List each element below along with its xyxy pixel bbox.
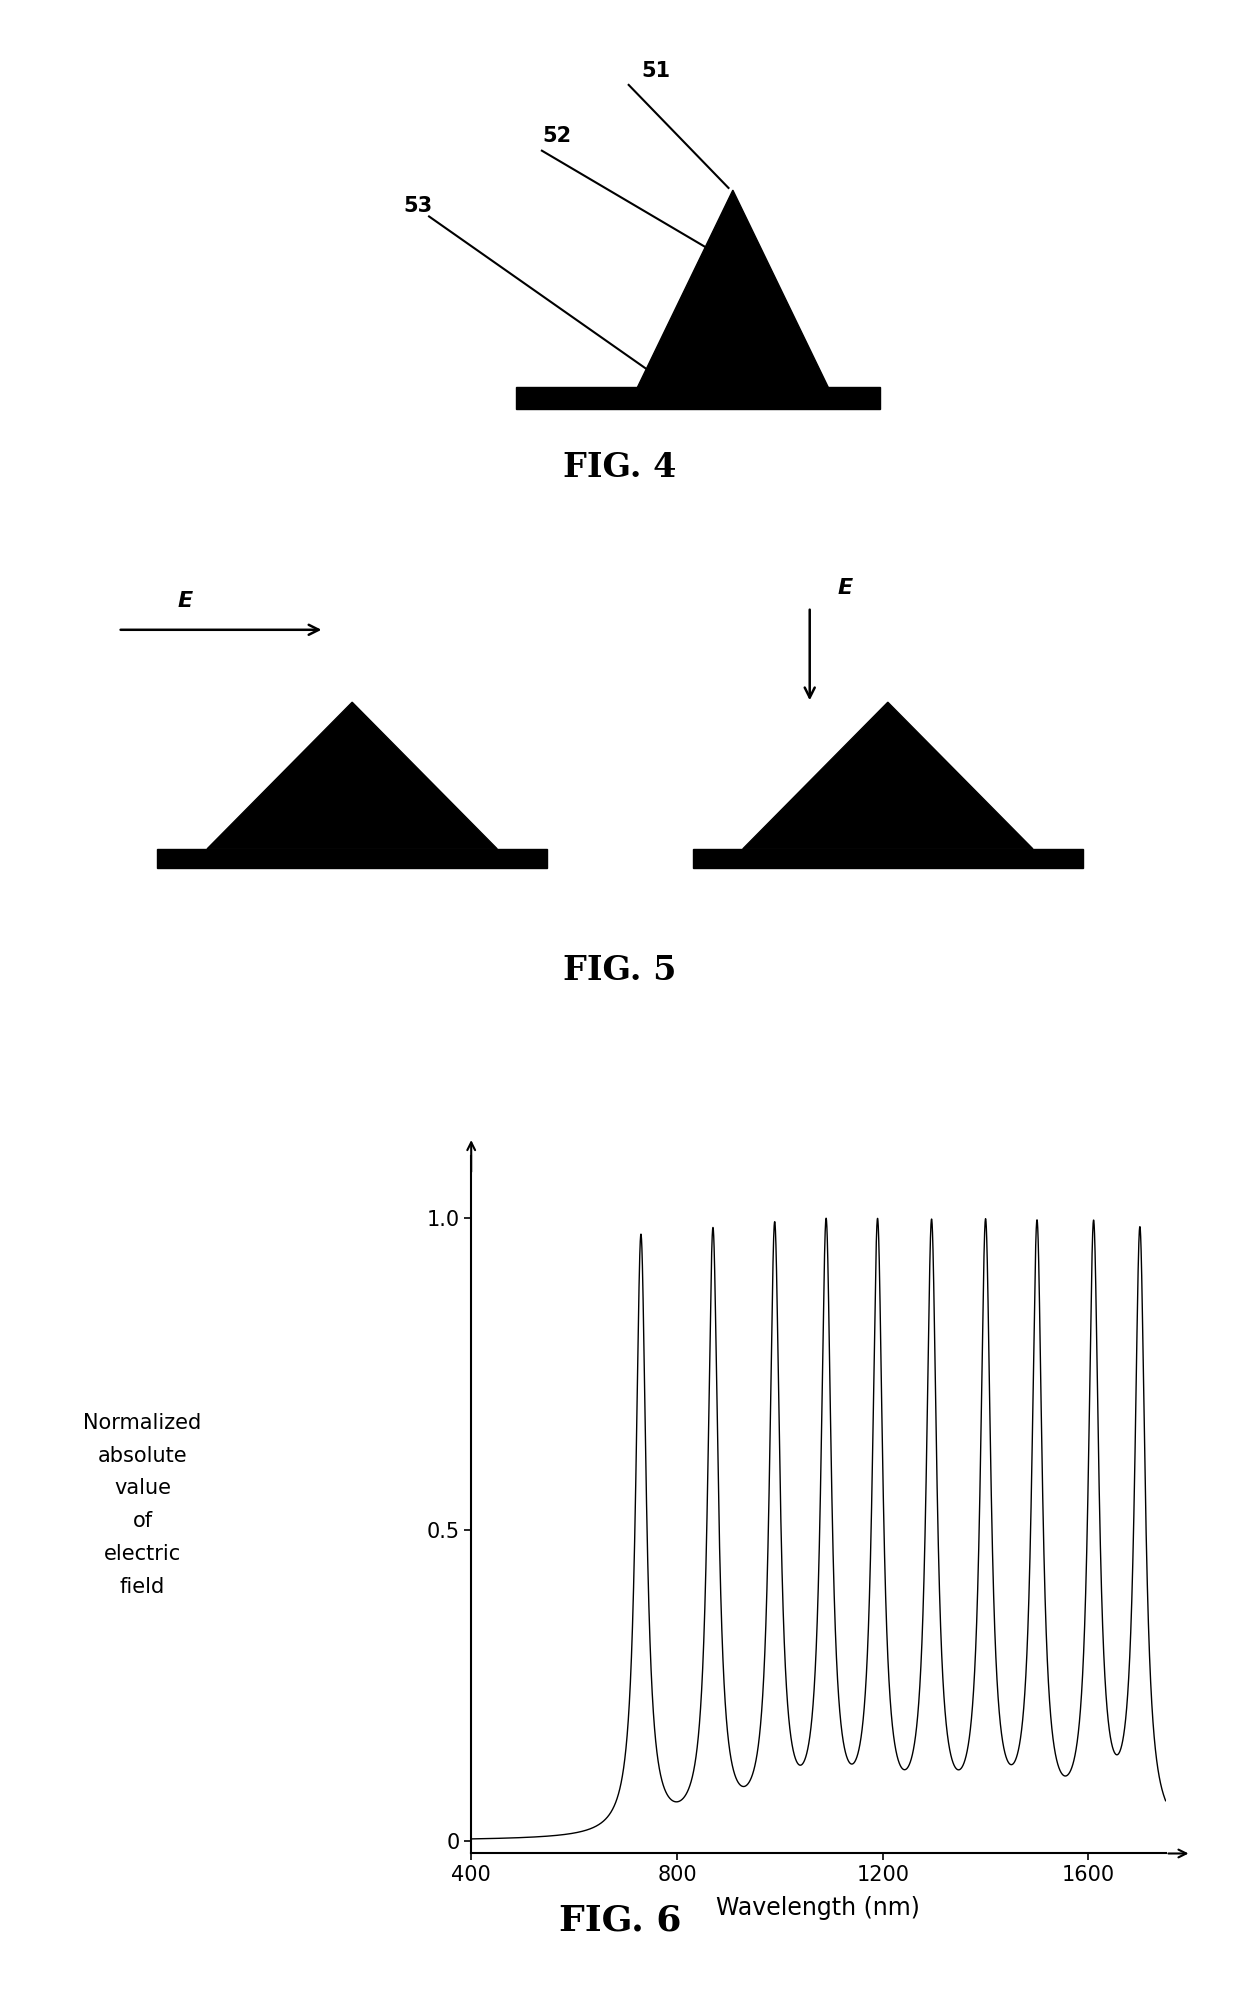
Text: 53: 53 (403, 197, 432, 217)
X-axis label: Wavelength (nm): Wavelength (nm) (717, 1897, 920, 1921)
Text: Normalized
absolute
value
of
electric
field: Normalized absolute value of electric fi… (83, 1413, 202, 1596)
Text: FIG. 5: FIG. 5 (563, 955, 677, 987)
Polygon shape (743, 702, 1033, 849)
Bar (156, 849, 548, 869)
Text: 51: 51 (642, 60, 671, 80)
Text: E: E (838, 578, 853, 598)
Bar (516, 387, 880, 409)
Text: E: E (177, 592, 192, 612)
Polygon shape (207, 702, 497, 849)
Text: FIG. 4: FIG. 4 (563, 450, 677, 484)
Text: FIG. 6: FIG. 6 (559, 1903, 681, 1937)
Polygon shape (637, 189, 828, 387)
Text: 52: 52 (542, 126, 570, 145)
Bar (693, 849, 1084, 869)
